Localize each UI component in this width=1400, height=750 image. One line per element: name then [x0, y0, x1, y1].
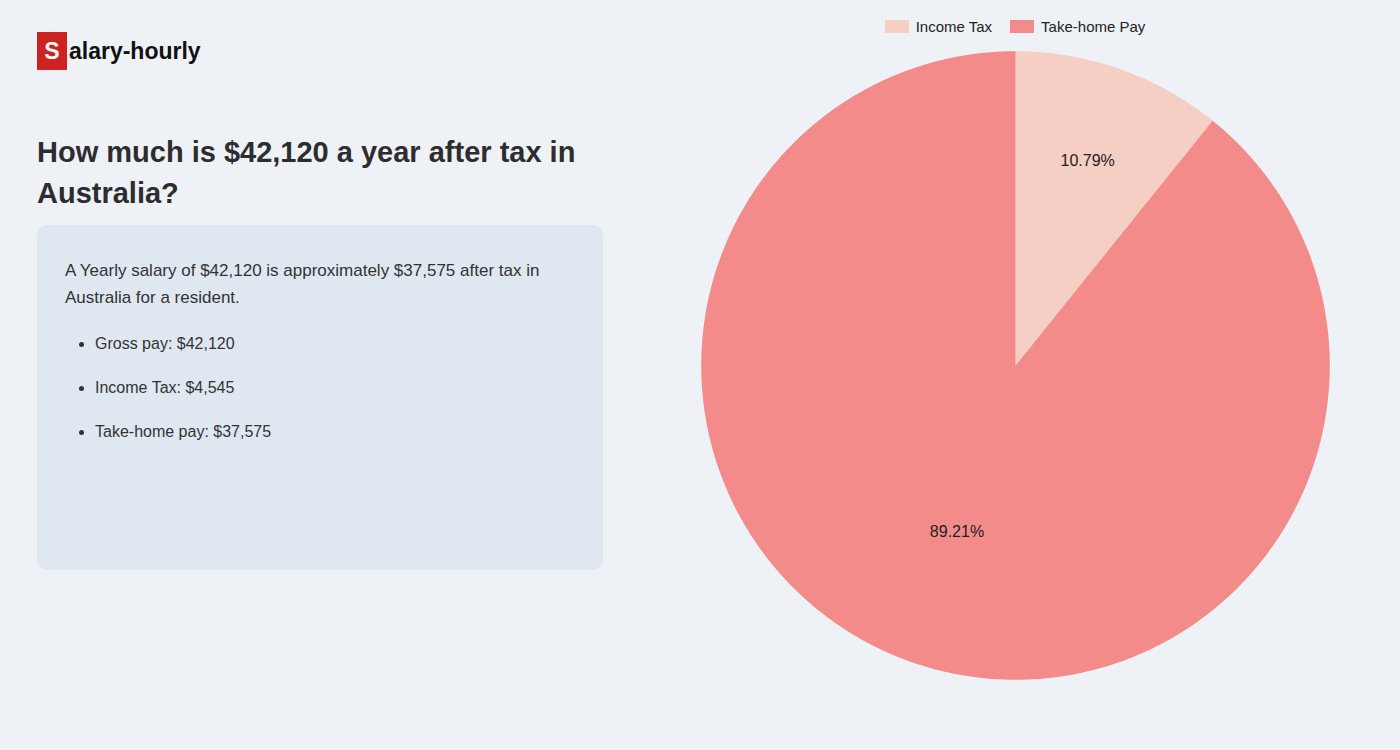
html-text:Gross pay: $42,120: Gross pay: $42,120	[95, 335, 235, 353]
html-text:How much is $42,120 a year aft: How much is $42,120 a year after tax in …	[37, 136, 576, 209]
svg-text:10.79%: 10.79%	[1060, 152, 1114, 169]
html-text:Australia for a resident.: Australia for a resident.	[65, 288, 240, 308]
html-text:A Yearly salary of $42,120 is: A Yearly salary of $42,120 is approximat…	[65, 261, 540, 280]
html-text:Take-home Pay: Take-home Pay	[1041, 18, 1146, 35]
html-text:Income Tax: Income Tax	[915, 18, 993, 35]
html-text:Income Tax: $4,545: Income Tax: $4,545	[95, 379, 235, 396]
html-text:Take-home pay: $37,575: Take-home pay: $37,575	[95, 422, 272, 440]
html-text:S alary-hourly: S alary-hourly	[44, 37, 201, 64]
svg-text:89.21%: 89.21%	[930, 523, 984, 540]
